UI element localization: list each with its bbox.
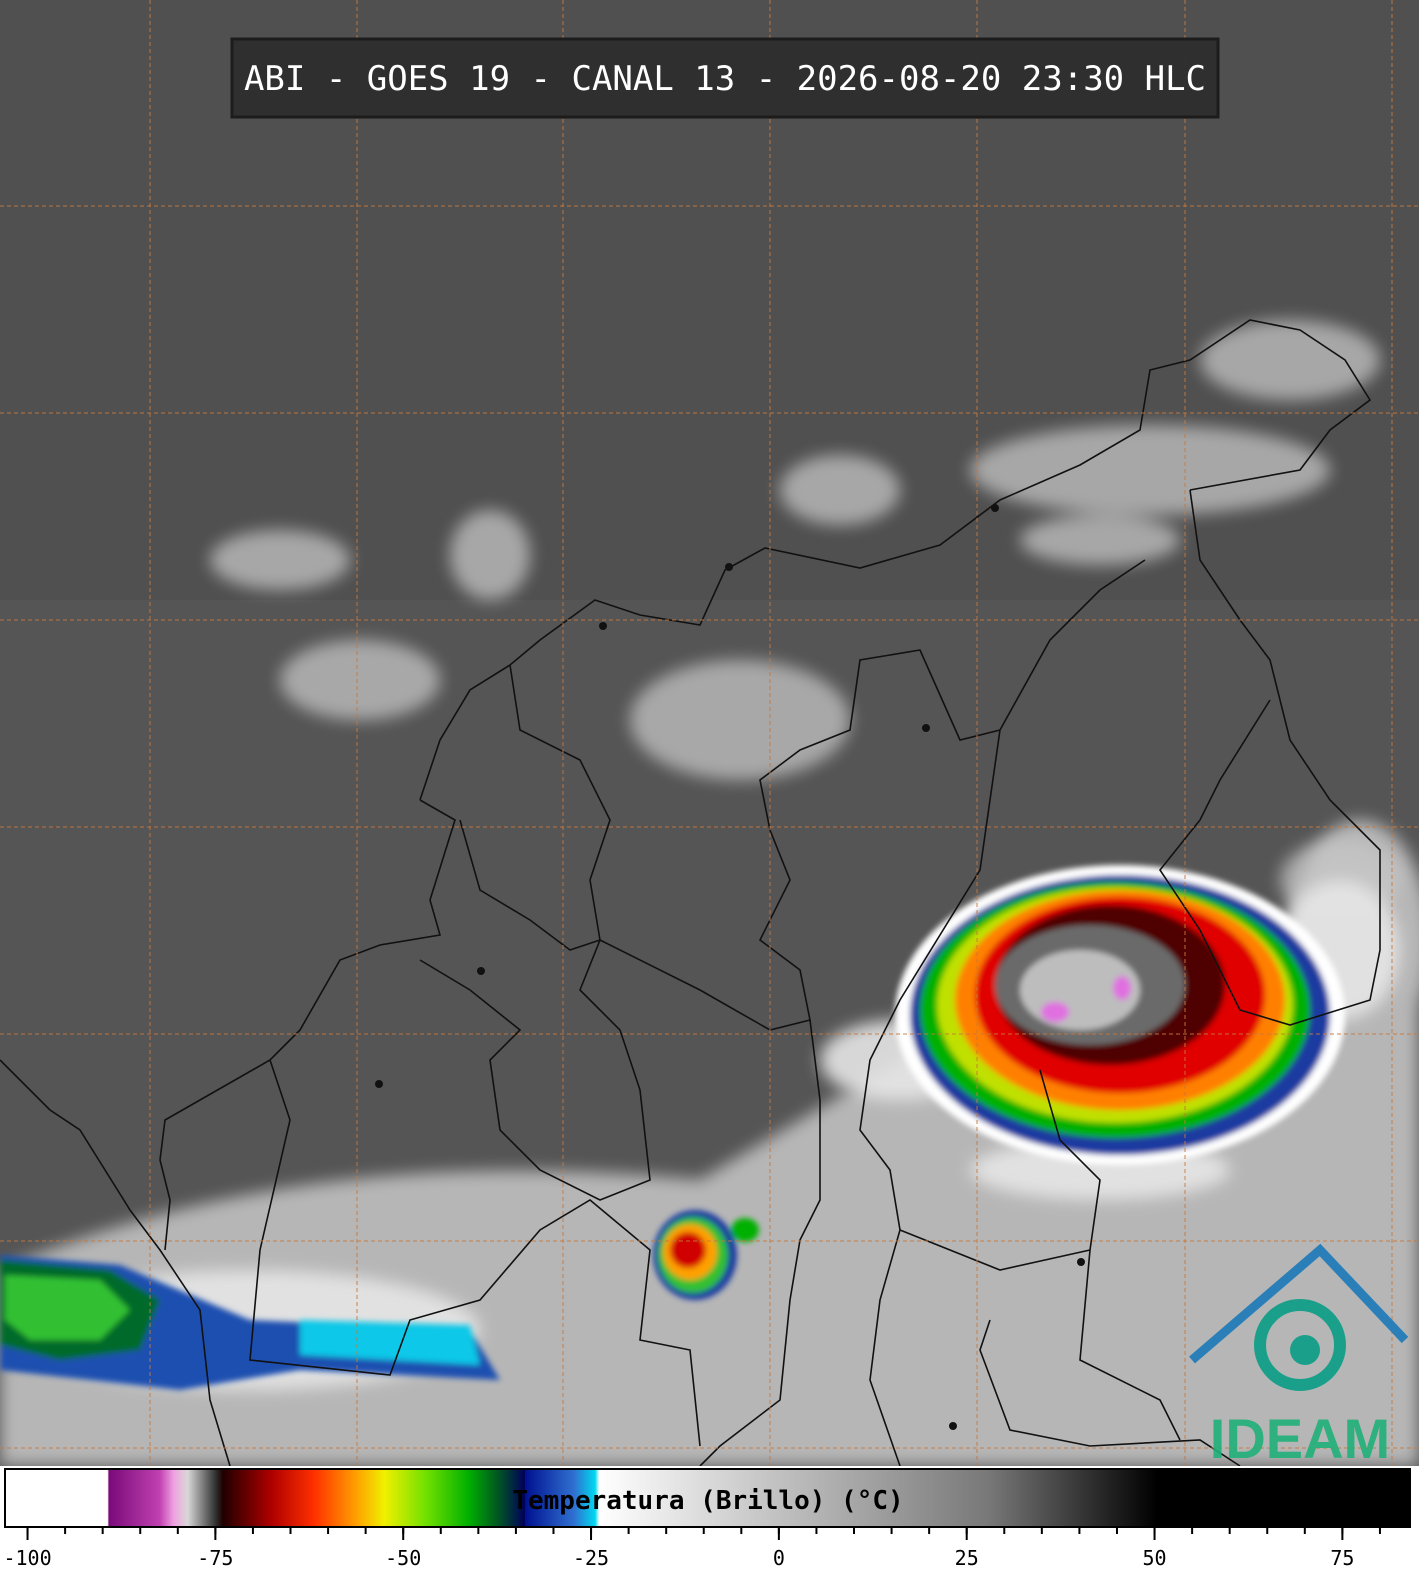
colorbar-tick-label: -100	[3, 1546, 51, 1570]
borders	[0, 319, 1381, 1467]
clouds	[210, 320, 1400, 920]
cold-band	[0, 1255, 500, 1390]
colorbar-tick-label: -75	[197, 1546, 233, 1570]
cities	[375, 504, 1085, 1430]
map: IDEAM ABI - GOES 19 - CANAL 13 - 2026-08…	[0, 0, 1419, 1470]
small-storm	[653, 1210, 759, 1300]
graticule	[0, 0, 1419, 1466]
colorbar-ramp	[4, 1468, 1411, 1528]
colorbar-tick-label: 25	[955, 1546, 979, 1570]
colorbar: Temperatura (Brillo) (°C) -100 -75 -50 -25 0…	[0, 1466, 1419, 1577]
colorbar-tick-label: -25	[573, 1546, 609, 1570]
storm	[895, 865, 1345, 1165]
colorbar-tick-label: 75	[1330, 1546, 1354, 1570]
colorbar-tick-label: -50	[385, 1546, 421, 1570]
title: ABI - GOES 19 - CANAL 13 - 2026-08-20 23…	[244, 59, 1206, 99]
logo-text: IDEAM	[1210, 1407, 1390, 1470]
colorbar-label: Temperatura (Brillo) (°C)	[512, 1486, 903, 1516]
logo: IDEAM	[1189, 1243, 1409, 1470]
colorbar-tick-label: 0	[773, 1546, 785, 1570]
colorbar-tick-label: 50	[1142, 1546, 1166, 1570]
title-box	[230, 37, 1220, 119]
